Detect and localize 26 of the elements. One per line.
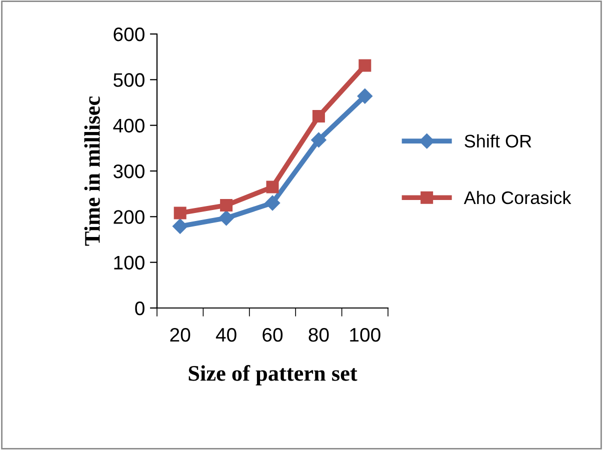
y-tick-label: 0 [135, 301, 144, 316]
legend-label: Shift OR [464, 134, 532, 148]
y-axis-title: Time in millisec [84, 96, 100, 246]
point [357, 88, 372, 104]
x-tick-label: 60 [262, 328, 283, 342]
point [174, 206, 186, 220]
point [311, 132, 326, 148]
point [218, 210, 234, 226]
x-axis-title: Size of pattern set [188, 365, 358, 386]
point [220, 199, 233, 212]
legend-label: Aho Corasick [464, 190, 572, 204]
y-tick-label: 600 [114, 27, 144, 42]
x-tick-label: 40 [216, 328, 236, 342]
y-tick-label: 400 [113, 118, 144, 133]
point [264, 195, 280, 211]
point [358, 59, 372, 72]
y-tick-label: 200 [114, 210, 144, 224]
y-tick-label: 100 [114, 256, 144, 270]
y-tick-label: 500 [114, 73, 144, 87]
x-tick-label: 20 [170, 328, 190, 342]
x-tick-label: 80 [308, 328, 329, 342]
point [266, 180, 279, 194]
x-tick-label: 100 [350, 328, 380, 342]
point [312, 110, 325, 122]
y-tick-label: 300 [113, 164, 144, 178]
point [172, 218, 188, 234]
